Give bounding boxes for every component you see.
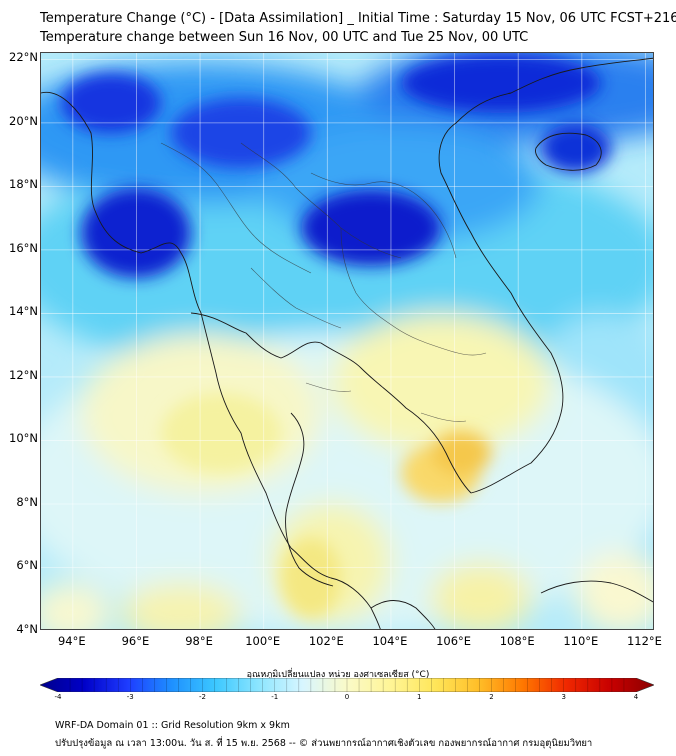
footer-credit: ปรับปรุงข้อมูล ณ เวลา 13:00น. วัน ส. ที่…: [55, 738, 593, 749]
colorbar-tick-label: -2: [199, 693, 206, 701]
lat-label: 8°N: [16, 494, 38, 509]
admin-borders: [160, 142, 487, 422]
lon-label: 98°E: [185, 634, 213, 648]
lon-label: 100°E: [245, 634, 281, 648]
lat-label: 4°N: [16, 622, 38, 636]
lat-label: 6°N: [16, 558, 38, 573]
lat-label: 20°N: [9, 113, 38, 128]
colorbar: [40, 678, 654, 692]
colorbar-tick-label: -4: [54, 693, 62, 701]
lon-label: 96°E: [121, 634, 150, 648]
lon-label: 106°E: [436, 634, 472, 648]
colorbar-tick-label: -3: [126, 693, 134, 701]
graticule: [41, 53, 653, 629]
colorbar-tick-label: 3: [561, 693, 566, 701]
colorbar-tick-label: 1: [417, 693, 422, 701]
lon-label: 108°E: [499, 634, 535, 648]
lon-label: 104°E: [372, 634, 408, 648]
lat-label: 16°N: [9, 240, 38, 255]
temperature-change-map: [40, 52, 654, 630]
colorbar-title: อุณหภูมิเปลี่ยนแปลง หน่วย องศาเซลเซียส (…: [246, 670, 430, 680]
chart-subtitle: Temperature change between Sun 16 Nov, 0…: [40, 30, 529, 45]
footer-model-info: WRF-DA Domain 01 :: Grid Resolution 9km …: [55, 720, 290, 731]
colorbar-tick-label: 0: [344, 693, 350, 701]
chart-title: Temperature Change (°C) - [Data Assimila…: [40, 11, 676, 26]
lon-label: 112°E: [626, 634, 662, 648]
lat-label: 22°N: [9, 50, 38, 65]
lat-label: 14°N: [9, 304, 38, 319]
lat-label: 18°N: [9, 177, 38, 192]
map-canvas: [41, 53, 653, 629]
colorbar-gradient: [40, 678, 654, 692]
lon-label: 102°E: [308, 634, 344, 648]
colorbar-tick-label: 4: [633, 693, 639, 701]
colorbar-tick-label: 2: [489, 693, 494, 701]
lat-label: 12°N: [9, 367, 38, 382]
colorbar-tick-label: -1: [271, 693, 279, 701]
lon-label: 110°E: [563, 634, 599, 648]
coastlines: [41, 57, 653, 629]
lat-label: 10°N: [9, 431, 38, 446]
field-cores: [61, 53, 611, 618]
lon-label: 94°E: [57, 634, 86, 648]
